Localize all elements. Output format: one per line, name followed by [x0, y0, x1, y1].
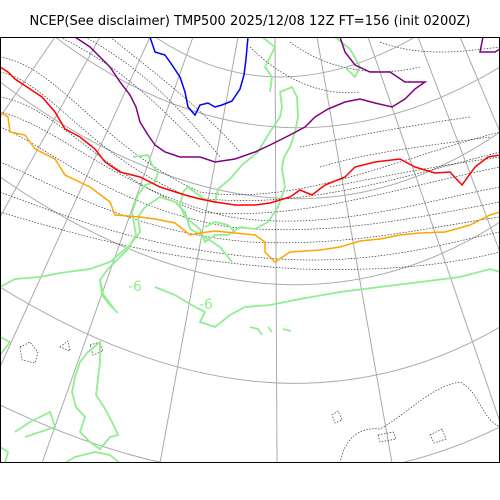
longitude-line — [367, 37, 500, 423]
longitude-line — [0, 37, 151, 368]
coastline-china-east — [71, 340, 120, 451]
isotherm-minus-6 — [0, 196, 233, 288]
contour-label: -6 — [128, 279, 142, 295]
latitude-line — [154, 37, 416, 78]
contour-label: -6 — [199, 297, 213, 313]
longitude-line — [316, 37, 393, 463]
latitude-line — [0, 176, 500, 286]
longitude-line — [459, 37, 500, 133]
coastline-north — [334, 37, 362, 79]
latitude-line — [54, 37, 500, 129]
coastline-sakhalin — [261, 37, 277, 93]
map-frame — [0, 37, 500, 463]
map-title: NCEP(See disclaimer) TMP500 2025/12/08 1… — [29, 14, 471, 29]
latitude-line — [0, 286, 500, 384]
longitude-line — [274, 37, 278, 463]
isotherm-purple — [74, 37, 428, 163]
minor-isotherms — [0, 37, 500, 463]
isotherm-purple — [479, 37, 500, 53]
longitude-line — [41, 37, 194, 463]
isotherm-minus-6 — [99, 279, 119, 314]
coastline-korea — [99, 154, 160, 310]
coastline-china-south — [14, 410, 57, 438]
isotherm-red — [0, 66, 500, 206]
isotherm-orange — [0, 111, 500, 263]
temperature-map: -6 -6 — [0, 37, 500, 463]
coastline-china-bottom — [64, 451, 121, 463]
isotherm-minus-6 — [154, 268, 500, 329]
latitude-line — [0, 404, 500, 463]
graticule — [0, 37, 500, 463]
longitude-line — [0, 37, 56, 118]
isotherm-blue — [149, 37, 249, 117]
coastlines — [0, 37, 500, 463]
longitude-line — [0, 37, 101, 218]
latitude-line — [0, 81, 500, 200]
